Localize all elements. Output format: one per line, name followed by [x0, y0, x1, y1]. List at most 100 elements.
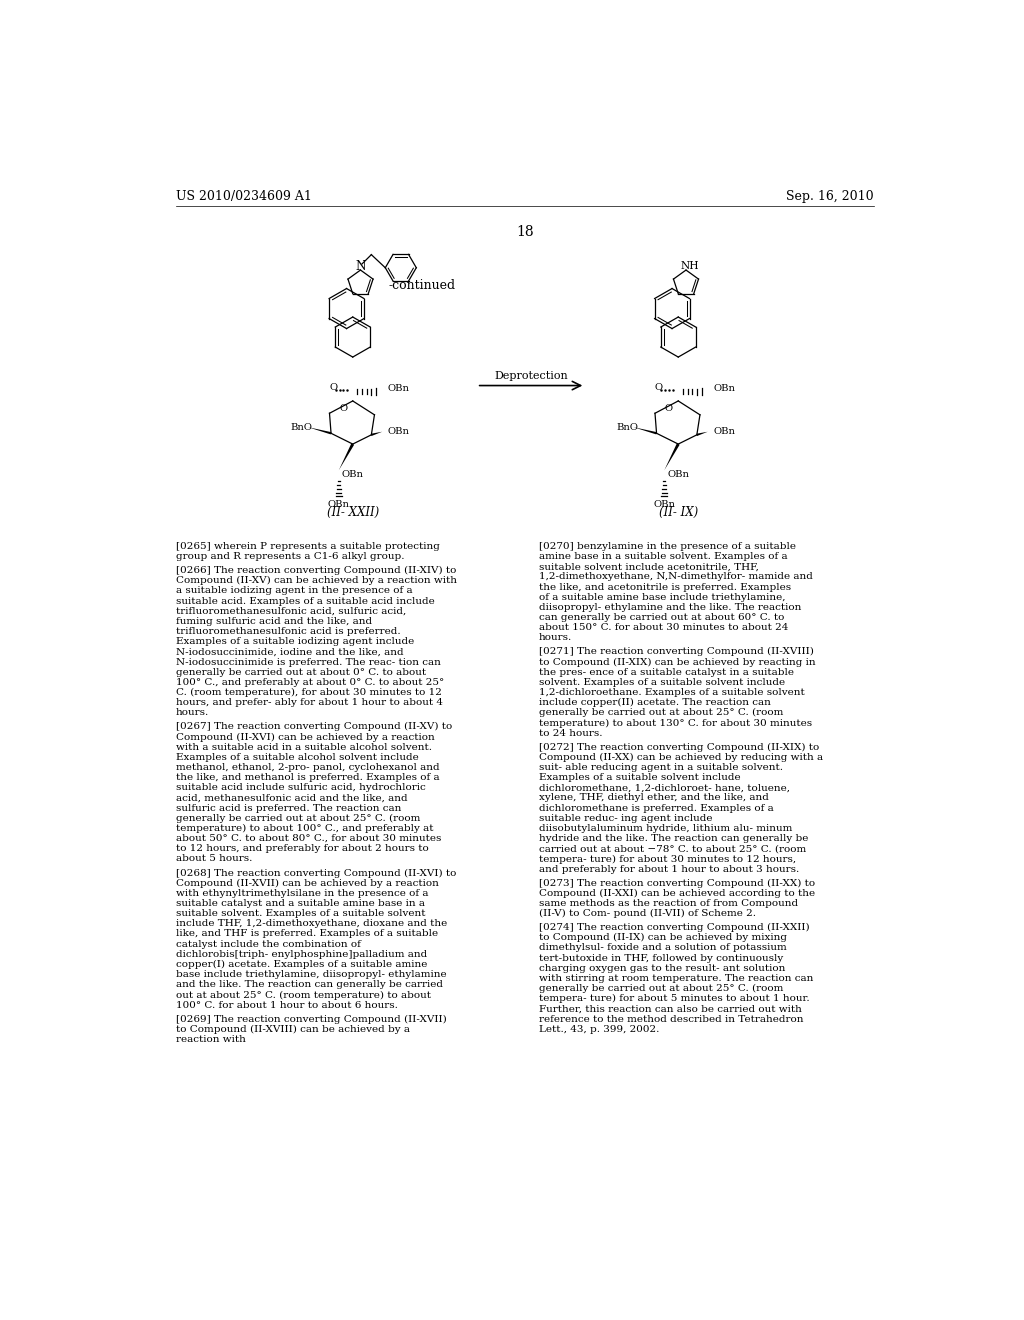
- Text: 18: 18: [516, 224, 534, 239]
- Text: dimethylsul- foxide and a solution of potassium: dimethylsul- foxide and a solution of po…: [539, 944, 786, 953]
- Polygon shape: [371, 432, 382, 436]
- Text: to 12 hours, and preferably for about 2 hours to: to 12 hours, and preferably for about 2 …: [176, 845, 429, 853]
- Text: reference to the method described in Tetrahedron: reference to the method described in Tet…: [539, 1015, 803, 1023]
- Text: reaction with: reaction with: [176, 1035, 246, 1044]
- Text: include copper(II) acetate. The reaction can: include copper(II) acetate. The reaction…: [539, 698, 771, 708]
- Text: dichlorobis[triph- enylphosphine]palladium and: dichlorobis[triph- enylphosphine]palladi…: [176, 950, 427, 958]
- Text: amine base in a suitable solvent. Examples of a: amine base in a suitable solvent. Exampl…: [539, 552, 787, 561]
- Text: out at about 25° C. (room temperature) to about: out at about 25° C. (room temperature) t…: [176, 990, 431, 999]
- Text: 1,2-dimethoxyethane, N,N-dimethylfor- mamide and: 1,2-dimethoxyethane, N,N-dimethylfor- ma…: [539, 573, 813, 581]
- Text: Examples of a suitable solvent include: Examples of a suitable solvent include: [539, 774, 740, 783]
- Text: dichloromethane, 1,2-dichloroet- hane, toluene,: dichloromethane, 1,2-dichloroet- hane, t…: [539, 783, 790, 792]
- Text: like, and THF is preferred. Examples of a suitable: like, and THF is preferred. Examples of …: [176, 929, 438, 939]
- Text: the pres- ence of a suitable catalyst in a suitable: the pres- ence of a suitable catalyst in…: [539, 668, 794, 677]
- Text: to Compound (II-XIX) can be achieved by reacting in: to Compound (II-XIX) can be achieved by …: [539, 657, 815, 667]
- Text: Compound (II-XX) can be achieved by reducing with a: Compound (II-XX) can be achieved by redu…: [539, 752, 823, 762]
- Text: with ethynyltrimethylsilane in the presence of a: with ethynyltrimethylsilane in the prese…: [176, 888, 429, 898]
- Text: solvent. Examples of a suitable solvent include: solvent. Examples of a suitable solvent …: [539, 678, 784, 686]
- Text: 100° C. for about 1 hour to about 6 hours.: 100° C. for about 1 hour to about 6 hour…: [176, 1001, 398, 1010]
- Text: [0274] The reaction converting Compound (II-XXII): [0274] The reaction converting Compound …: [539, 923, 809, 932]
- Text: and the like. The reaction can generally be carried: and the like. The reaction can generally…: [176, 981, 443, 989]
- Text: hours, and prefer- ably for about 1 hour to about 4: hours, and prefer- ably for about 1 hour…: [176, 698, 443, 708]
- Text: charging oxygen gas to the result- ant solution: charging oxygen gas to the result- ant s…: [539, 964, 785, 973]
- Text: O: O: [665, 404, 673, 413]
- Text: suitable solvent. Examples of a suitable solvent: suitable solvent. Examples of a suitable…: [176, 909, 426, 919]
- Text: a suitable iodizing agent in the presence of a: a suitable iodizing agent in the presenc…: [176, 586, 413, 595]
- Text: O: O: [330, 383, 338, 392]
- Text: [0266] The reaction converting Compound (II-XIV) to: [0266] The reaction converting Compound …: [176, 566, 457, 576]
- Text: generally be carried out at about 0° C. to about: generally be carried out at about 0° C. …: [176, 668, 426, 677]
- Text: Lett., 43, p. 399, 2002.: Lett., 43, p. 399, 2002.: [539, 1024, 659, 1034]
- Text: [0267] The reaction converting Compound (II-XV) to: [0267] The reaction converting Compound …: [176, 722, 453, 731]
- Text: (II-V) to Com- pound (II-VII) of Scheme 2.: (II-V) to Com- pound (II-VII) of Scheme …: [539, 909, 756, 919]
- Text: suitable acid include sulfuric acid, hydrochloric: suitable acid include sulfuric acid, hyd…: [176, 783, 426, 792]
- Text: 1,2-dichloroethane. Examples of a suitable solvent: 1,2-dichloroethane. Examples of a suitab…: [539, 688, 805, 697]
- Polygon shape: [633, 428, 656, 434]
- Text: [0270] benzylamine in the presence of a suitable: [0270] benzylamine in the presence of a …: [539, 543, 796, 550]
- Text: of a suitable amine base include triethylamine,: of a suitable amine base include triethy…: [539, 593, 785, 602]
- Text: suitable solvent include acetonitrile, THF,: suitable solvent include acetonitrile, T…: [539, 562, 759, 572]
- Text: N-iodosuccinimide is preferred. The reac- tion can: N-iodosuccinimide is preferred. The reac…: [176, 657, 441, 667]
- Text: and preferably for about 1 hour to about 3 hours.: and preferably for about 1 hour to about…: [539, 865, 799, 874]
- Text: include THF, 1,2-dimethoxyethane, dioxane and the: include THF, 1,2-dimethoxyethane, dioxan…: [176, 919, 447, 928]
- Text: C. (room temperature), for about 30 minutes to 12: C. (room temperature), for about 30 minu…: [176, 688, 442, 697]
- Text: same methods as the reaction of from Compound: same methods as the reaction of from Com…: [539, 899, 798, 908]
- Text: to 24 hours.: to 24 hours.: [539, 729, 602, 738]
- Text: [0265] wherein P represents a suitable protecting: [0265] wherein P represents a suitable p…: [176, 543, 440, 550]
- Text: sulfuric acid is preferred. The reaction can: sulfuric acid is preferred. The reaction…: [176, 804, 401, 813]
- Text: can generally be carried out at about 60° C. to: can generally be carried out at about 60…: [539, 612, 784, 622]
- Text: [0268] The reaction converting Compound (II-XVI) to: [0268] The reaction converting Compound …: [176, 869, 457, 878]
- Text: generally be carried out at about 25° C. (room: generally be carried out at about 25° C.…: [539, 709, 783, 718]
- Text: the like, and acetonitrile is preferred. Examples: the like, and acetonitrile is preferred.…: [539, 582, 791, 591]
- Text: hours.: hours.: [539, 634, 572, 643]
- Text: N: N: [355, 260, 366, 273]
- Text: [0271] The reaction converting Compound (II-XVIII): [0271] The reaction converting Compound …: [539, 647, 814, 656]
- Text: OBn: OBn: [342, 470, 364, 479]
- Text: suit- able reducing agent in a suitable solvent.: suit- able reducing agent in a suitable …: [539, 763, 782, 772]
- Text: about 150° C. for about 30 minutes to about 24: about 150° C. for about 30 minutes to ab…: [539, 623, 788, 632]
- Text: Examples of a suitable iodizing agent include: Examples of a suitable iodizing agent in…: [176, 638, 415, 647]
- Text: suitable reduc- ing agent include: suitable reduc- ing agent include: [539, 814, 713, 822]
- Text: US 2010/0234609 A1: US 2010/0234609 A1: [176, 190, 312, 203]
- Text: suitable acid. Examples of a suitable acid include: suitable acid. Examples of a suitable ac…: [176, 597, 435, 606]
- Polygon shape: [696, 432, 708, 436]
- Text: N-iodosuccinimide, iodine and the like, and: N-iodosuccinimide, iodine and the like, …: [176, 647, 403, 656]
- Polygon shape: [308, 428, 332, 434]
- Text: OBn: OBn: [713, 428, 735, 436]
- Text: Compound (II-XXI) can be achieved according to the: Compound (II-XXI) can be achieved accord…: [539, 888, 815, 898]
- Text: Sep. 16, 2010: Sep. 16, 2010: [786, 190, 873, 203]
- Text: Compound (II-XVI) can be achieved by a reaction: Compound (II-XVI) can be achieved by a r…: [176, 733, 435, 742]
- Text: Deprotection: Deprotection: [495, 371, 568, 381]
- Polygon shape: [339, 444, 354, 470]
- Text: dichloromethane is preferred. Examples of a: dichloromethane is preferred. Examples o…: [539, 804, 773, 813]
- Text: suitable catalyst and a suitable amine base in a: suitable catalyst and a suitable amine b…: [176, 899, 425, 908]
- Text: (II- IX): (II- IX): [658, 506, 698, 519]
- Text: temperature) to about 130° C. for about 30 minutes: temperature) to about 130° C. for about …: [539, 718, 812, 727]
- Text: temperature) to about 100° C., and preferably at: temperature) to about 100° C., and prefe…: [176, 824, 433, 833]
- Text: [0272] The reaction converting Compound (II-XIX) to: [0272] The reaction converting Compound …: [539, 743, 819, 752]
- Text: Compound (II-XV) can be achieved by a reaction with: Compound (II-XV) can be achieved by a re…: [176, 577, 457, 585]
- Text: Examples of a suitable alcohol solvent include: Examples of a suitable alcohol solvent i…: [176, 752, 419, 762]
- Text: tempera- ture) for about 5 minutes to about 1 hour.: tempera- ture) for about 5 minutes to ab…: [539, 994, 809, 1003]
- Text: methanol, ethanol, 2-pro- panol, cyclohexanol and: methanol, ethanol, 2-pro- panol, cyclohe…: [176, 763, 439, 772]
- Text: hydride and the like. The reaction can generally be: hydride and the like. The reaction can g…: [539, 834, 808, 843]
- Text: fuming sulfuric acid and the like, and: fuming sulfuric acid and the like, and: [176, 616, 372, 626]
- Text: generally be carried out at about 25° C. (room: generally be carried out at about 25° C.…: [176, 814, 421, 822]
- Text: catalyst include the combination of: catalyst include the combination of: [176, 940, 360, 949]
- Text: NH: NH: [681, 261, 699, 271]
- Text: with stirring at room temperature. The reaction can: with stirring at room temperature. The r…: [539, 974, 813, 983]
- Text: OBn: OBn: [668, 470, 689, 479]
- Text: Further, this reaction can also be carried out with: Further, this reaction can also be carri…: [539, 1005, 802, 1014]
- Text: copper(I) acetate. Examples of a suitable amine: copper(I) acetate. Examples of a suitabl…: [176, 960, 427, 969]
- Text: -continued: -continued: [389, 279, 456, 292]
- Text: OBn: OBn: [713, 384, 735, 393]
- Text: group and R represents a C1-6 alkyl group.: group and R represents a C1-6 alkyl grou…: [176, 552, 404, 561]
- Text: OBn: OBn: [328, 500, 350, 508]
- Text: O: O: [339, 404, 347, 413]
- Text: [0269] The reaction converting Compound (II-XVII): [0269] The reaction converting Compound …: [176, 1015, 446, 1024]
- Text: about 50° C. to about 80° C., for about 30 minutes: about 50° C. to about 80° C., for about …: [176, 834, 441, 843]
- Text: carried out at about −78° C. to about 25° C. (room: carried out at about −78° C. to about 25…: [539, 845, 806, 853]
- Text: O: O: [654, 383, 663, 392]
- Text: hours.: hours.: [176, 709, 209, 717]
- Text: OBn: OBn: [388, 428, 410, 436]
